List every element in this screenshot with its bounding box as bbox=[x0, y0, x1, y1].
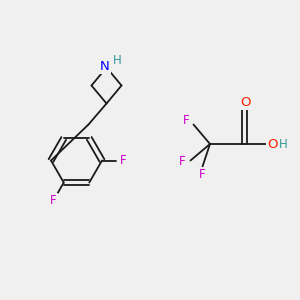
Text: H: H bbox=[279, 137, 288, 151]
Text: O: O bbox=[240, 95, 250, 109]
Text: O: O bbox=[267, 137, 278, 151]
Text: F: F bbox=[183, 114, 189, 128]
Text: F: F bbox=[199, 168, 205, 182]
Text: F: F bbox=[50, 194, 57, 207]
Text: N: N bbox=[100, 60, 110, 73]
Text: F: F bbox=[120, 154, 126, 167]
Text: F: F bbox=[179, 155, 186, 169]
Text: H: H bbox=[112, 54, 122, 68]
